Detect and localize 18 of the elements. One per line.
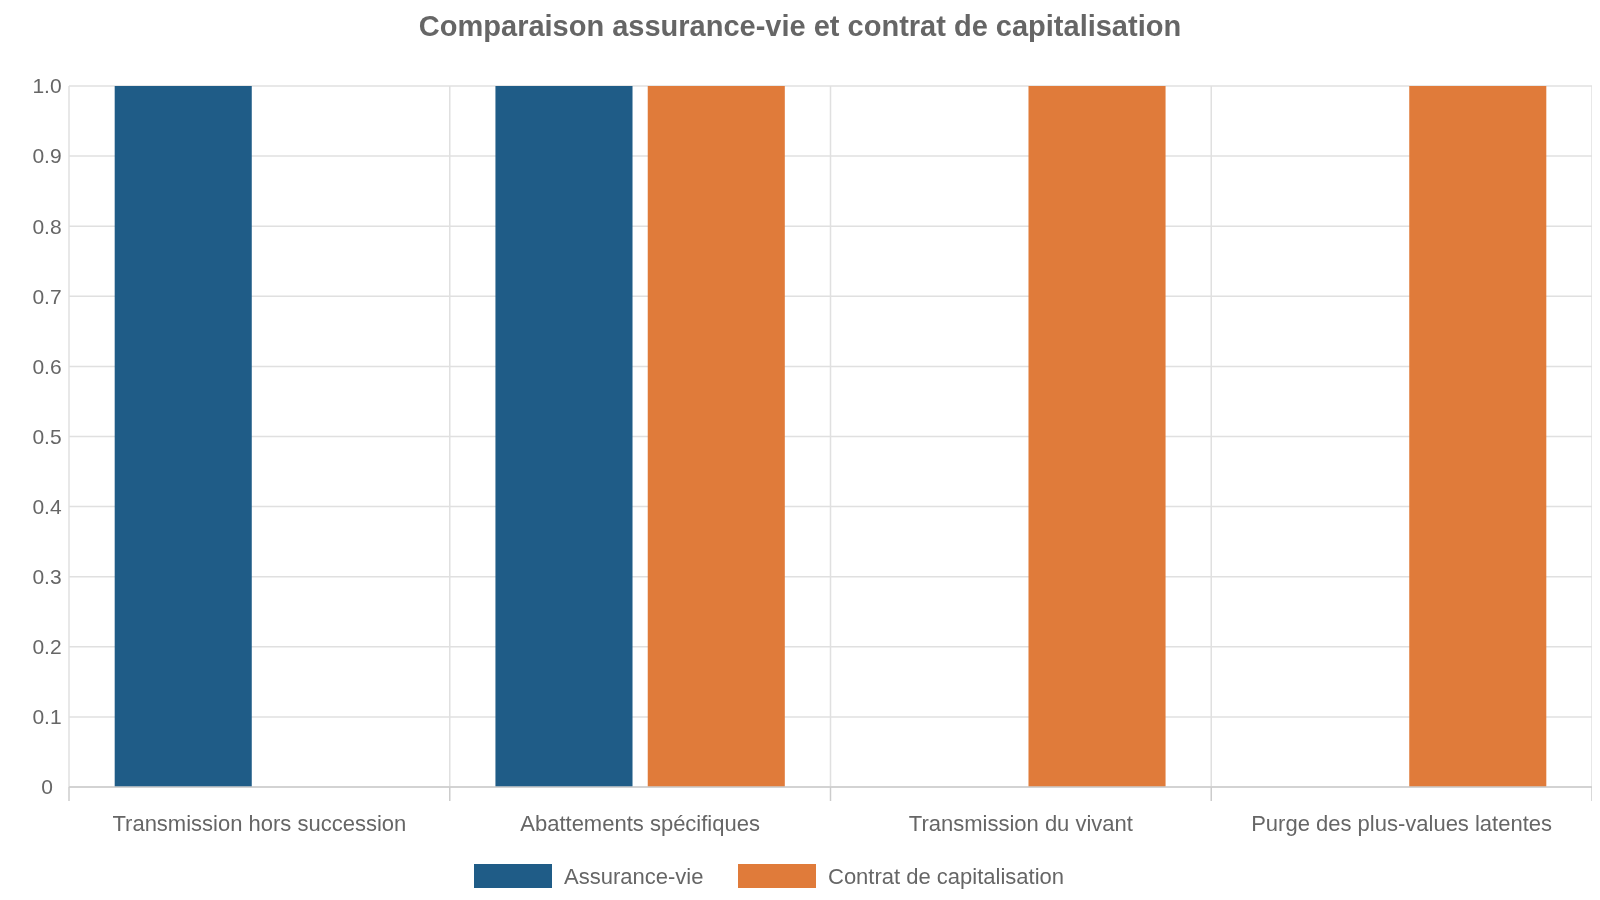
legend-label: Contrat de capitalisation (828, 863, 1065, 889)
y-tick-label: 0.8 (32, 214, 62, 238)
y-tick-label: 0.7 (32, 284, 62, 308)
y-tick-label: 0.5 (32, 424, 62, 448)
x-tick-label: Transmission hors succession (112, 811, 407, 836)
y-tick-label: 0.4 (32, 494, 62, 518)
x-tick-label: Purge des plus-values latentes (1251, 811, 1553, 836)
y-tick-label: 0.2 (32, 635, 62, 659)
y-tick-label: 0.1 (32, 705, 62, 729)
legend-label: Assurance-vie (564, 863, 704, 889)
y-tick-label: 0 (41, 775, 53, 799)
x-tick-label: Abattements spécifiques (520, 811, 760, 836)
y-tick-label: 0.3 (32, 565, 62, 589)
x-tick-label: Transmission du vivant (908, 811, 1133, 836)
chart-title: Comparaison assurance-vie et contrat de capitalisation (418, 10, 1182, 42)
y-tick-label: 0.9 (32, 144, 62, 168)
y-tick-label: 0.6 (32, 354, 62, 378)
y-tick-label: 1.0 (32, 74, 62, 98)
